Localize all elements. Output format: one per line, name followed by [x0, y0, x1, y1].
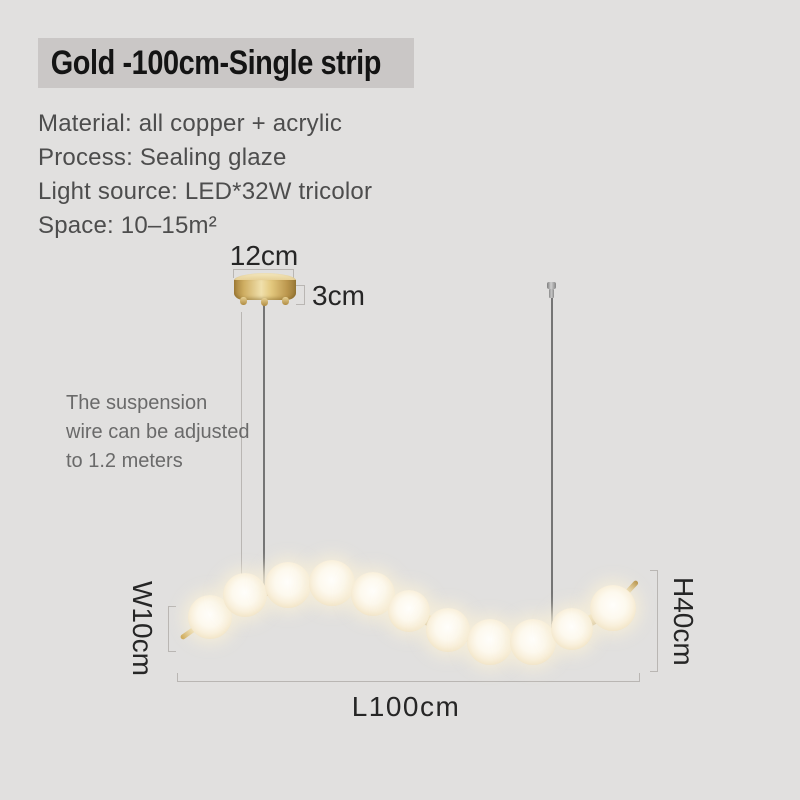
variant-title-text: Gold -100cm-Single strip [50, 44, 382, 82]
canopy-width-label: 12cm [229, 240, 299, 271]
fixture-height-bracket [657, 570, 658, 672]
lamp-sphere [551, 608, 593, 650]
suspension-note: The suspension wire can be adjusted to 1… [66, 389, 249, 476]
fixture-depth-tick-bottom [168, 651, 176, 652]
lamp-sphere [223, 573, 267, 617]
fixture-length-tick-left [177, 673, 178, 682]
spec-line-space: Space: 10–15m² [38, 212, 217, 239]
ceiling-canopy-body [234, 280, 296, 300]
wire-grip-stem [549, 289, 554, 298]
fixture-height-tick-bottom [650, 671, 658, 672]
fixture-length-label: L100cm [351, 691, 461, 722]
lamp-sphere [388, 590, 430, 632]
variant-title: Gold -100cm-Single strip [38, 38, 414, 88]
lamp-sphere [467, 619, 513, 665]
canopy-screw [261, 298, 268, 306]
spec-line-material: Material: all copper + acrylic [38, 110, 343, 137]
lamp-sphere [265, 562, 311, 608]
canopy-width-tick-right [293, 269, 294, 278]
spec-list: Material: all copper + acrylic Process: … [38, 107, 372, 243]
lamp-sphere [351, 572, 395, 616]
suspension-note-line: The suspension [66, 392, 208, 414]
spec-line-process: Process: Sealing glaze [38, 144, 287, 171]
left-suspension-wire [263, 303, 265, 586]
wire-grip-cap [547, 282, 556, 289]
fixture-length-bracket [177, 681, 640, 682]
fixture-depth-label: W10cm [127, 581, 158, 676]
suspension-note-line: wire can be adjusted [66, 421, 250, 443]
canopy-width-bracket [233, 269, 294, 270]
canopy-height-bracket [304, 285, 305, 305]
fixture-height-tick-top [650, 570, 658, 571]
fixture-length-tick-right [639, 673, 640, 682]
lamp-sphere [510, 619, 556, 665]
lamp-sphere [426, 608, 470, 652]
canopy-width-tick-left [233, 269, 234, 278]
canopy-screw [282, 297, 289, 305]
fixture-depth-tick-top [168, 606, 176, 607]
lamp-sphere [309, 560, 355, 606]
lamp-sphere [590, 585, 636, 631]
canopy-screw [240, 297, 247, 305]
fixture-depth-bracket [168, 606, 169, 652]
fixture-height-label: H40cm [668, 577, 699, 666]
canopy-height-tick-bottom [296, 304, 305, 305]
canopy-height-label: 3cm [312, 280, 365, 311]
right-suspension-wire [551, 296, 553, 634]
spec-line-light-source: Light source: LED*32W tricolor [38, 178, 373, 205]
wire-length-extension-line [241, 312, 242, 578]
suspension-note-line: to 1.2 meters [66, 450, 183, 472]
canopy-height-tick-top [296, 285, 305, 286]
